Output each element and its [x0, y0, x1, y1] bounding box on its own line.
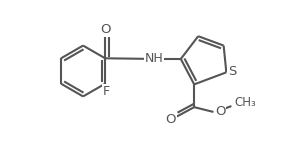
Text: O: O: [215, 106, 225, 118]
Text: O: O: [100, 23, 110, 36]
Text: F: F: [103, 85, 110, 98]
Text: CH₃: CH₃: [234, 96, 256, 109]
Text: O: O: [166, 113, 176, 126]
Text: NH: NH: [145, 52, 164, 65]
Text: S: S: [228, 64, 237, 78]
